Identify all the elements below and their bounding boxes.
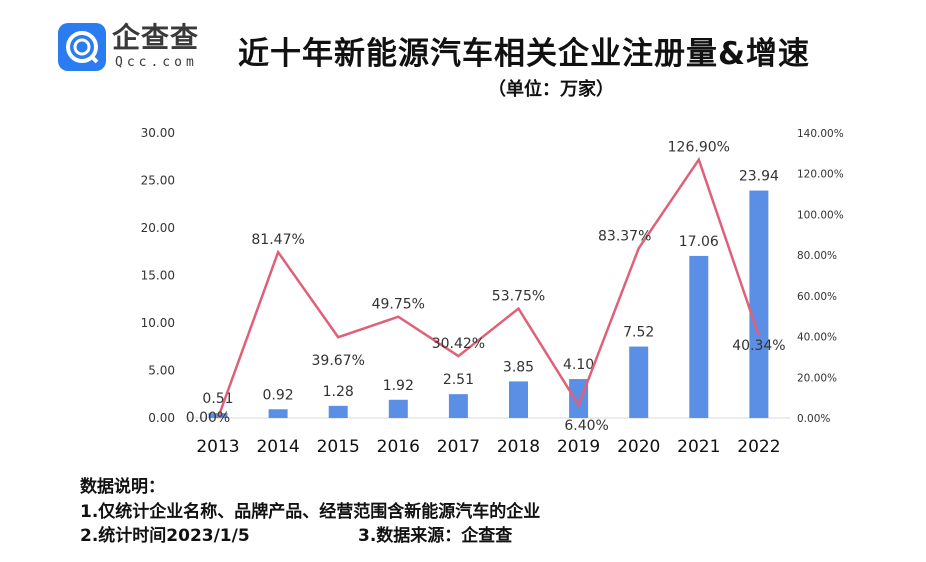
line-data-label: 40.34% [732,338,785,354]
bar [328,405,348,418]
bar-data-label: 1.28 [323,384,354,400]
x-tick-label: 2016 [377,437,420,457]
logo-brand: 企查查 [112,21,200,54]
notes-line-1: 1.仅统计企业名称、品牌产品、经营范围含新能源汽车的企业 [80,502,541,522]
right-tick-label: 0.00% [797,413,830,425]
bar-data-label: 0.51 [202,391,233,407]
right-tick-label: 20.00% [797,372,837,384]
right-tick-label: 60.00% [797,291,837,303]
bar-data-label: 17.06 [679,234,719,250]
line-data-label: 0.00% [186,410,230,426]
x-tick-label: 2022 [737,437,780,457]
bar [268,409,288,418]
bar-data-label: 4.10 [563,357,594,373]
chart-title: 近十年新能源汽车相关企业注册量&增速 [238,36,811,72]
bar [629,346,649,418]
left-tick-label: 25.00 [141,174,175,188]
x-tick-label: 2014 [256,437,299,457]
left-tick-label: 15.00 [141,269,175,283]
notes-heading: 数据说明： [80,477,165,497]
x-tick-label: 2013 [196,437,239,457]
x-tick-label: 2019 [557,437,600,457]
right-tick-label: 40.00% [797,332,837,344]
bar-data-label: 7.52 [623,325,654,341]
bar-data-label: 1.92 [383,378,414,394]
logo-domain: Qcc.com [115,55,198,70]
right-tick-label: 140.00% [797,128,844,140]
bar-data-label: 0.92 [263,387,294,403]
qcc-logo-icon [58,23,106,71]
right-tick-label: 100.00% [797,209,844,221]
bar [689,255,709,418]
x-tick-label: 2020 [617,437,660,457]
bar [448,394,468,418]
bar [509,381,528,418]
logo-glyph-icon [66,31,99,64]
left-tick-label: 5.00 [148,364,175,378]
x-tick-label: 2018 [497,437,540,457]
left-tick-label: 20.00 [141,221,175,235]
notes-line-2: 2.统计时间2023/1/5 [80,526,250,546]
bar [569,379,589,418]
growth-line [216,156,761,419]
left-tick-label: 10.00 [141,316,175,330]
x-tick-label: 2017 [437,437,480,457]
line-data-label: 81.47% [251,232,304,248]
line-data-label: 53.75% [492,289,545,305]
line-data-label: 83.37% [598,228,651,244]
line-data-label: 6.40% [564,418,608,434]
bar [388,399,408,418]
left-tick-label: 0.00 [148,411,175,425]
left-tick-label: 30.00 [141,126,175,140]
line-data-label: 39.67% [312,353,365,369]
bar-data-label: 3.85 [503,359,534,375]
combo-chart: 0.00 5.00 10.00 15.00 20.00 25.00 30.00 0.00% 20… [141,126,844,457]
right-tick-label: 120.00% [797,169,844,181]
bar [749,190,769,418]
chart-unit: （单位：万家） [488,79,614,100]
x-tick-label: 2021 [677,437,720,457]
line-data-label: 30.42% [432,336,485,352]
bar-data-label: 2.51 [443,372,474,388]
bar-data-label: 23.94 [739,169,779,185]
notes-source: 3.数据来源：企查查 [358,526,513,546]
x-tick-label: 2015 [317,437,360,457]
line-data-label: 49.75% [372,297,425,313]
right-tick-label: 80.00% [797,250,837,262]
line-data-label: 126.90% [668,140,730,156]
